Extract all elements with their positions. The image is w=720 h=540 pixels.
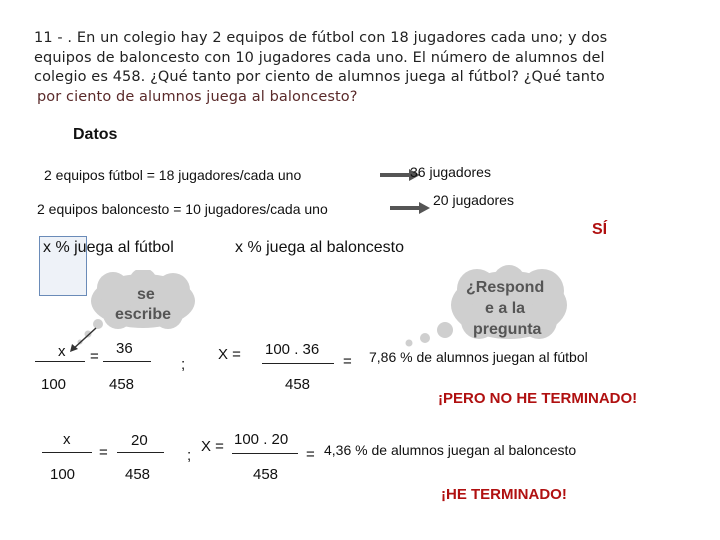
cloud-text-ala: e a la xyxy=(485,300,526,317)
problem-statement: 11 - . En un colegio hay 2 equipos de fú… xyxy=(34,29,704,107)
futbol-result: 36 jugadores xyxy=(410,164,491,180)
eq1-denominator: 458 xyxy=(285,376,311,393)
datos-heading: Datos xyxy=(73,126,118,143)
baloncesto-result: 20 jugadores xyxy=(433,192,514,208)
problem-line: 11 - . En un colegio hay 2 equipos de fú… xyxy=(34,30,608,46)
x-futbol-label: x % juega al fútbol xyxy=(43,239,174,256)
eq1-36: 36 xyxy=(116,340,133,357)
problem-line: por ciento de alumnos juega al baloncest… xyxy=(37,88,358,105)
eq1-x: x xyxy=(58,343,66,360)
eq2-done: ¡HE TERMINADO! xyxy=(441,486,567,503)
fraction-bar xyxy=(232,453,298,454)
x-percent-baloncesto: x % juega al baloncesto xyxy=(235,239,404,256)
si-label: SÍ xyxy=(592,221,608,238)
baloncesto-data: 2 equipos baloncesto = 10 jugadores/cada… xyxy=(37,201,328,217)
fraction-bar xyxy=(117,452,164,453)
eq1-semicolon: ; xyxy=(181,356,186,373)
fraction-bar xyxy=(103,361,151,362)
eq2-equals-2: = xyxy=(306,446,315,463)
thought-cloud-icon xyxy=(451,265,567,339)
cloud-tail-icon xyxy=(405,322,453,347)
eq2-x: x xyxy=(63,431,71,448)
eq1-result: 7,86 % de alumnos juegan al fútbol xyxy=(369,349,588,365)
eq1-458: 458 xyxy=(109,376,135,393)
eq2-20: 20 xyxy=(131,432,148,449)
eq1-X-equals: X = xyxy=(218,346,241,363)
cloud-text-se: se xyxy=(137,286,155,303)
eq2-X-equals: X = xyxy=(201,438,224,455)
eq2-equals: = xyxy=(99,444,108,461)
eq1-100: 100 xyxy=(41,376,67,393)
thought-cloud-icon xyxy=(91,270,195,329)
fraction-bar xyxy=(42,452,92,453)
cloud-text-escribe: escribe xyxy=(115,306,172,323)
eq2-result: 4,36 % de alumnos juegan al baloncesto xyxy=(324,442,577,458)
eq1-warning: ¡PERO NO HE TERMINADO! xyxy=(438,390,638,407)
problem-line: colegio es 458. ¿Qué tanto por ciento de… xyxy=(34,69,605,85)
cloud-text-pregunta: pregunta xyxy=(473,321,542,338)
eq1-equals-2: = xyxy=(343,353,352,370)
futbol-data: 2 equipos fútbol = 18 jugadores/cada uno xyxy=(44,167,302,183)
problem-line: equipos de baloncesto con 10 jugadores c… xyxy=(34,49,605,66)
x-percent-futbol: x % juega al fútbol xyxy=(43,239,174,257)
arrow-right-icon xyxy=(380,169,420,181)
arrow-right-icon xyxy=(390,202,430,214)
eq2-semicolon: ; xyxy=(187,447,192,464)
eq2-458: 458 xyxy=(125,466,151,483)
selection-box xyxy=(39,236,87,296)
cloud-text-respond: ¿Respond xyxy=(466,279,545,296)
fraction-bar xyxy=(262,363,334,364)
eq1-numerator: 100 . 36 xyxy=(265,341,320,358)
eq2-denominator: 458 xyxy=(253,466,279,483)
cloud-tail-icon xyxy=(70,319,103,352)
eq2-numerator: 100 . 20 xyxy=(234,431,289,448)
fraction-bar xyxy=(35,361,85,362)
eq1-equals: = xyxy=(90,348,99,365)
eq2-100: 100 xyxy=(50,466,76,483)
